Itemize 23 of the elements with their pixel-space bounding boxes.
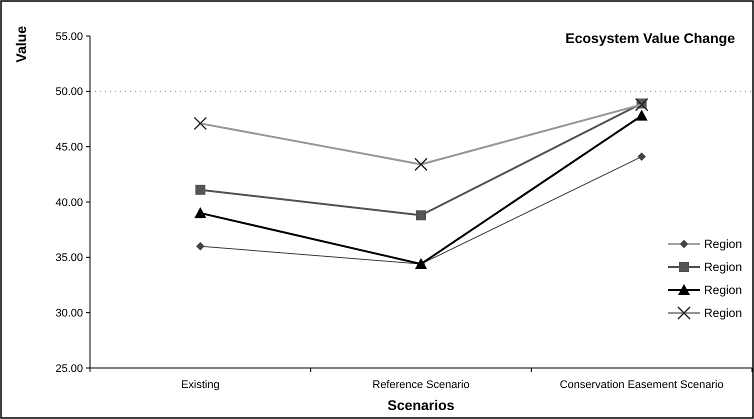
point [636,110,648,121]
x-axis-title: Scenarios [388,397,455,413]
point [637,152,646,161]
y-tick-label: 45.00 [55,142,83,154]
x-tick-label: Reference Scenario [372,379,470,391]
point [196,242,205,251]
x-tick-label: Existing [181,379,220,391]
point [194,207,206,218]
y-tick-label: 25.00 [55,362,83,375]
chart-title: Ecosystem Value Change [565,30,736,46]
point [195,184,206,195]
legend-label: Region [704,283,742,298]
y-tick-label: 30.00 [55,308,83,320]
y-axis-title: Value [13,26,29,63]
point [416,210,426,220]
y-tick-label: 35.00 [55,252,83,264]
legend-label: Region [704,237,742,252]
legend-label: Region [704,260,742,274]
legend-label: Region [704,306,742,320]
y-tick-label: 55.00 [55,30,83,43]
y-tick-label: 40.00 [55,196,83,209]
y-tick-label: 50.00 [55,86,83,98]
x-tick-label: Conservation Easement Scenario [560,379,724,391]
